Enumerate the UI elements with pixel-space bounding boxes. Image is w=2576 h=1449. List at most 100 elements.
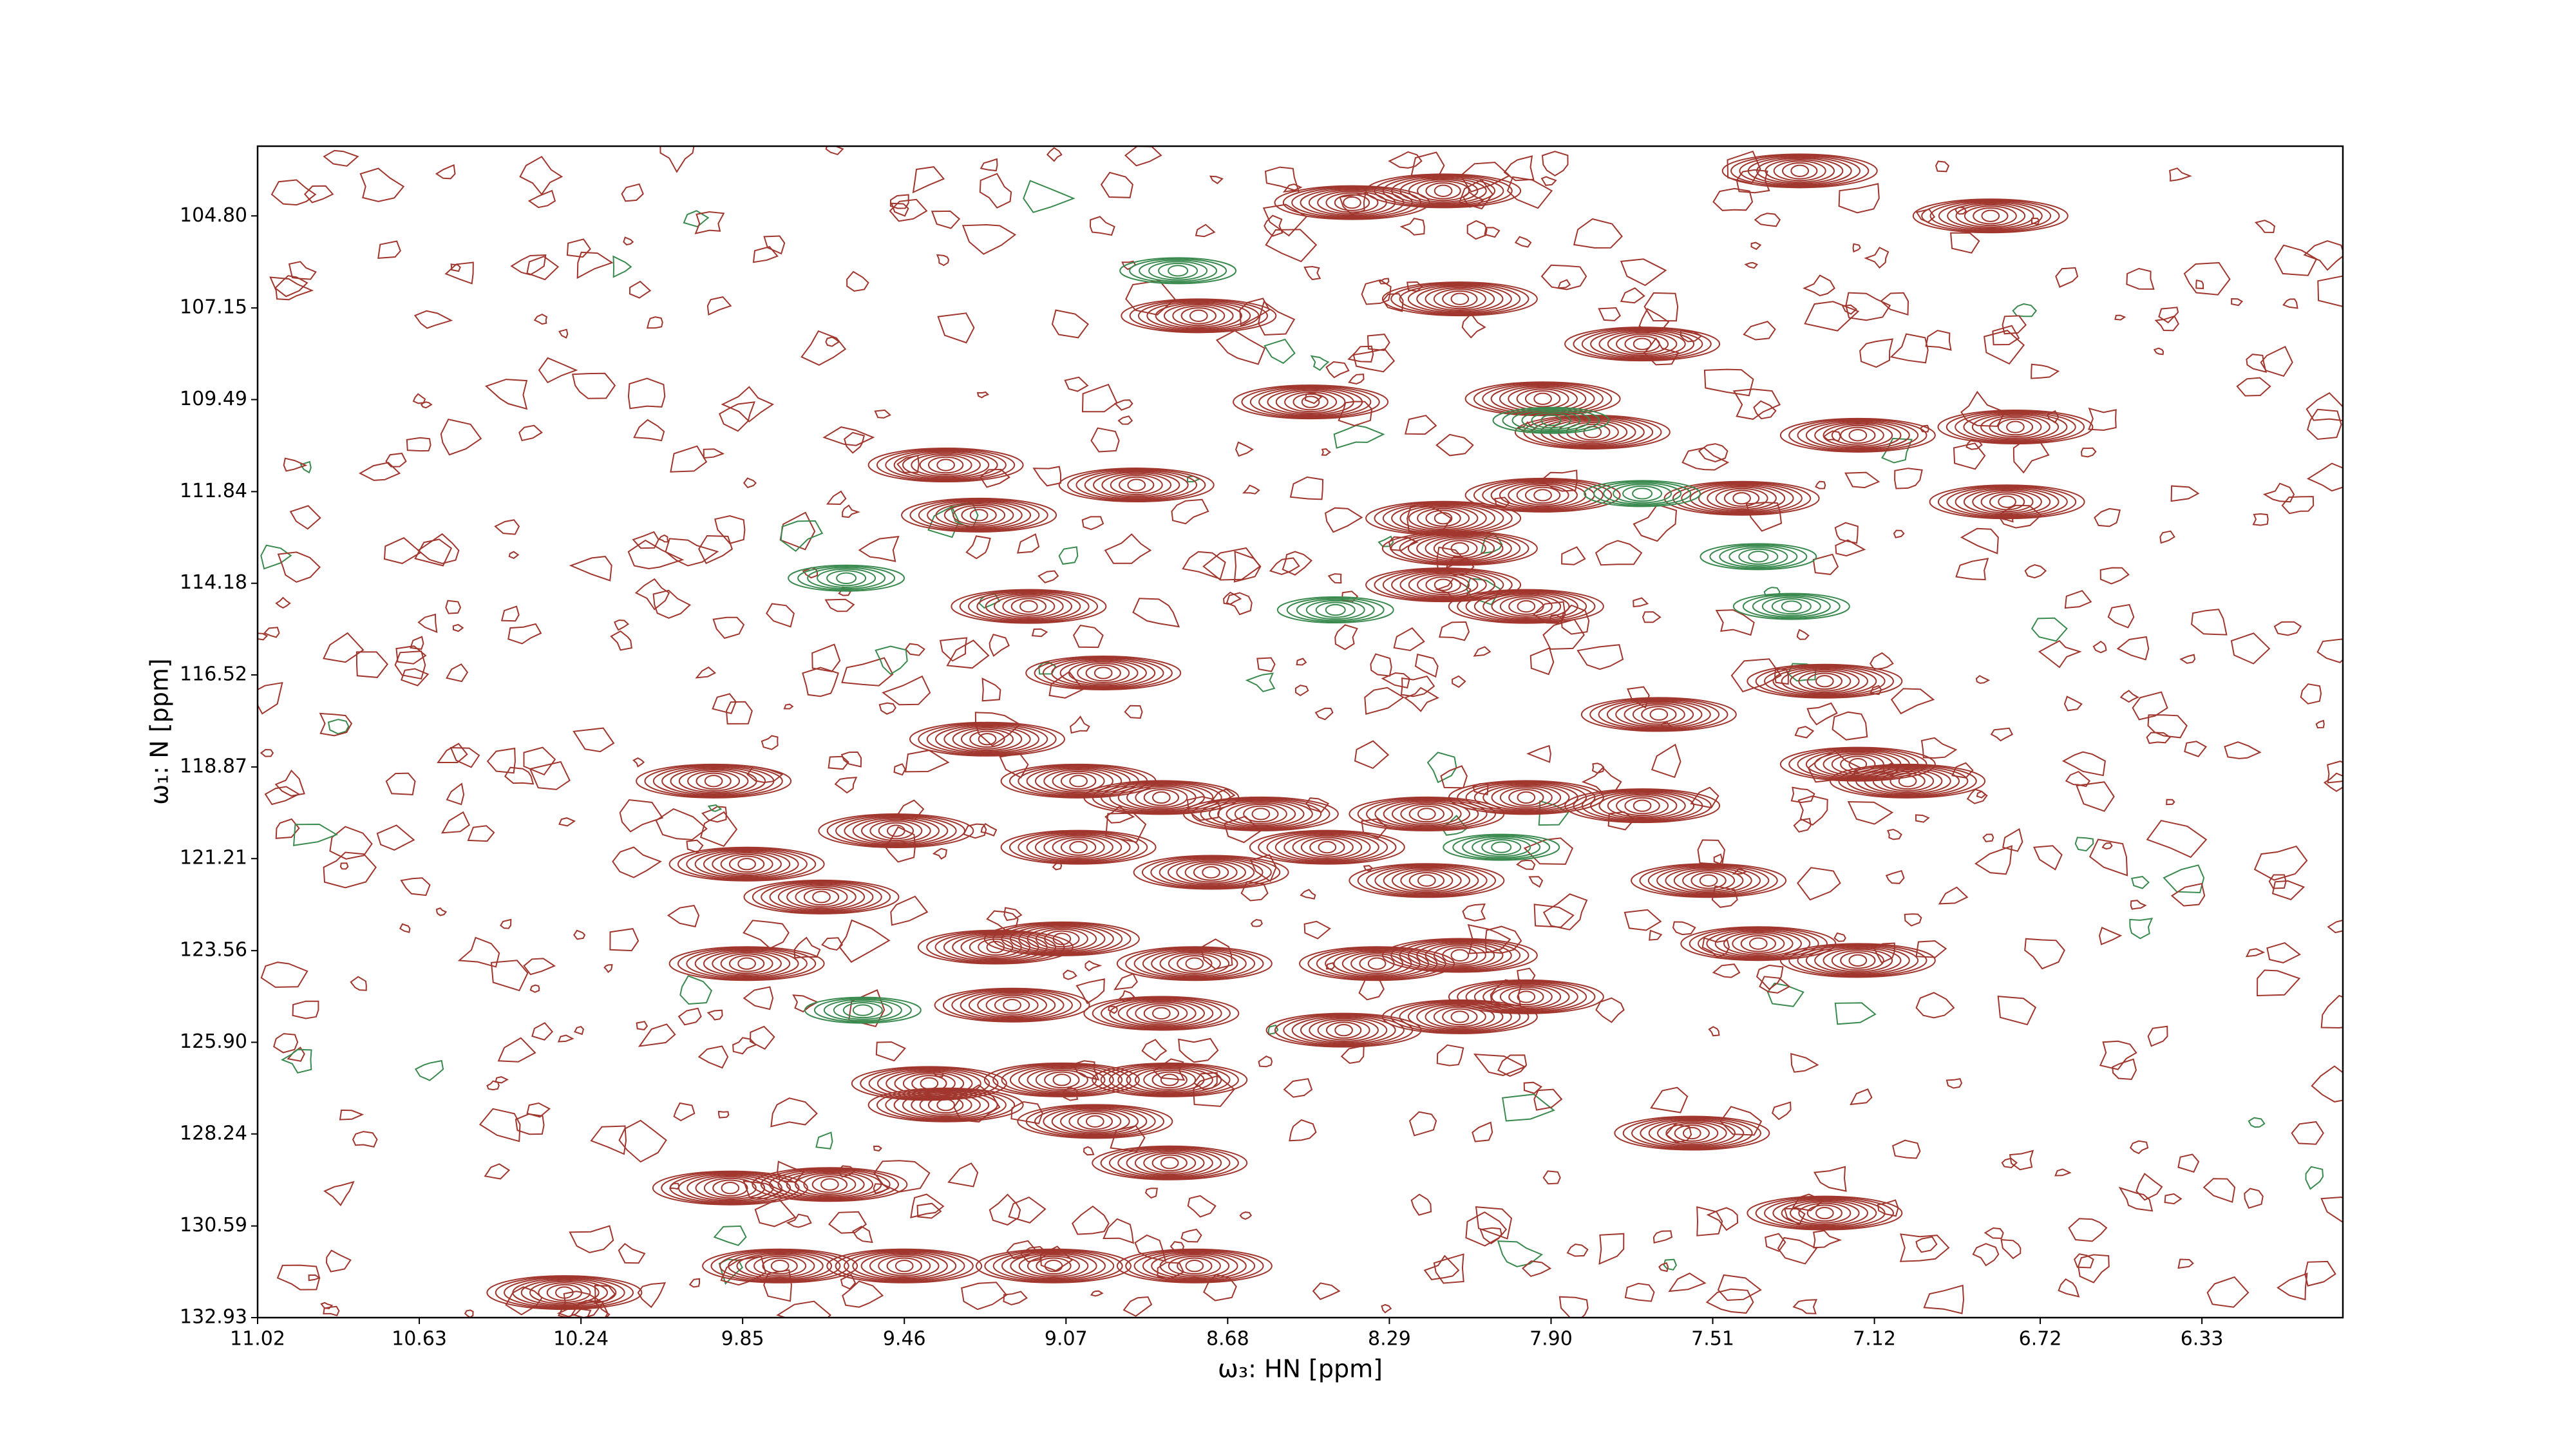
- contour-level: [1739, 155, 1861, 187]
- contour-level: [1622, 485, 1663, 502]
- noise-contour: [1187, 1195, 1217, 1218]
- contour-level: [1633, 337, 1652, 350]
- noise-contour: [1595, 997, 1625, 1023]
- noise-contour: [1452, 675, 1466, 688]
- noise-contour: [2260, 345, 2293, 377]
- contour-level: [1674, 1124, 1710, 1142]
- x-tick-label: 8.29: [1368, 1328, 1411, 1350]
- noise-contour: [2098, 927, 2123, 945]
- contour-level: [1607, 793, 1678, 818]
- contour-level: [1134, 1151, 1205, 1175]
- noise-contour: [965, 535, 991, 560]
- noise-contour: [875, 1041, 906, 1062]
- contour-level: [852, 1004, 873, 1016]
- peak: [1116, 1248, 1273, 1283]
- noise-contour: [2092, 640, 2107, 654]
- noise-contour: [2277, 1273, 2308, 1301]
- contour-level: [860, 1253, 948, 1280]
- noise-contour: [420, 401, 433, 409]
- peak: [1830, 763, 1986, 799]
- noise-contour: [1264, 214, 1283, 237]
- noise-contour: [1890, 688, 1935, 715]
- contour-level: [1158, 262, 1198, 279]
- contour-level: [1450, 949, 1470, 962]
- contour-level: [1292, 835, 1363, 859]
- noise-contour: [811, 643, 841, 672]
- contour-level: [1142, 1251, 1247, 1280]
- contour-level: [1989, 417, 2042, 438]
- noise-contour: [417, 613, 438, 633]
- contour-level: [636, 763, 792, 799]
- contour-level: [1690, 872, 1727, 889]
- contour-level: [1502, 408, 1600, 433]
- noise-contour: [1845, 292, 1891, 321]
- noise-contour: [352, 1131, 378, 1148]
- noise-contour: [1081, 516, 1104, 531]
- contour-level: [1672, 482, 1812, 515]
- noise-contour: [339, 1109, 365, 1121]
- peak: [1083, 780, 1240, 815]
- noise-contour: [2094, 507, 2121, 527]
- contour-level: [1719, 545, 1798, 568]
- contour-level: [1616, 334, 1669, 355]
- contour-level: [1176, 860, 1246, 884]
- noise-contour: [1864, 247, 1889, 269]
- contour-level: [902, 451, 990, 478]
- noise-contour: [1624, 1282, 1655, 1302]
- noise-contour: [707, 804, 723, 812]
- noise-contour: [1348, 374, 1365, 385]
- contour-level: [1482, 593, 1570, 620]
- noise-contour: [670, 445, 708, 473]
- noise-contour: [1414, 653, 1439, 678]
- contour-level: [1763, 1197, 1886, 1229]
- noise-contour: [1972, 1243, 2000, 1267]
- noise-contour: [1124, 705, 1143, 719]
- noise-contour: [1338, 401, 1373, 426]
- noise-contour: [1314, 707, 1334, 721]
- contour-level: [1740, 934, 1776, 952]
- contour-level: [826, 814, 966, 848]
- contour-level: [1973, 207, 2009, 225]
- contour-level: [1009, 831, 1148, 864]
- noise-contour: [979, 173, 1012, 209]
- contour-level: [1160, 1074, 1179, 1086]
- contour-level: [960, 728, 1014, 750]
- contour-level: [1193, 864, 1229, 881]
- noise-contour: [484, 379, 528, 410]
- contour-level: [919, 1094, 972, 1115]
- noise-contour: [2112, 1058, 2137, 1081]
- noise-contour: [714, 515, 746, 545]
- noise-contour: [1354, 740, 1390, 770]
- contour-level: [1963, 412, 2068, 442]
- contour-level: [786, 885, 857, 909]
- noise-contour: [508, 551, 520, 559]
- contour-level: [1334, 194, 1370, 211]
- noise-contour: [1433, 1253, 1464, 1284]
- contour-level: [1026, 766, 1131, 796]
- contour-level: [1805, 421, 1910, 450]
- contour-level: [1399, 505, 1487, 532]
- noise-contour: [1792, 1193, 1825, 1211]
- noise-contour: [2257, 969, 2301, 997]
- noise-contour: [339, 862, 349, 870]
- contour-level: [1622, 1117, 1761, 1150]
- noise-contour: [1935, 160, 1950, 173]
- contour-level: [1129, 258, 1227, 283]
- noise-contour: [802, 667, 839, 697]
- contour-level: [1779, 746, 1936, 782]
- contour-level: [812, 891, 831, 904]
- contour-level: [1938, 202, 2043, 231]
- contour-level: [668, 846, 825, 882]
- noise-contour: [1715, 609, 1755, 636]
- noise-contour: [633, 419, 665, 442]
- contour-level: [1085, 664, 1121, 682]
- contour-level: [1789, 1201, 1860, 1225]
- noise-contour: [2245, 948, 2266, 958]
- peak: [1464, 381, 1621, 417]
- noise-contour: [1008, 1196, 1046, 1224]
- noise-contour: [258, 681, 283, 715]
- contour-level: [777, 884, 866, 911]
- noise-contour: [2246, 354, 2267, 373]
- contour-level: [1003, 999, 1021, 1012]
- peak: [1365, 500, 1522, 536]
